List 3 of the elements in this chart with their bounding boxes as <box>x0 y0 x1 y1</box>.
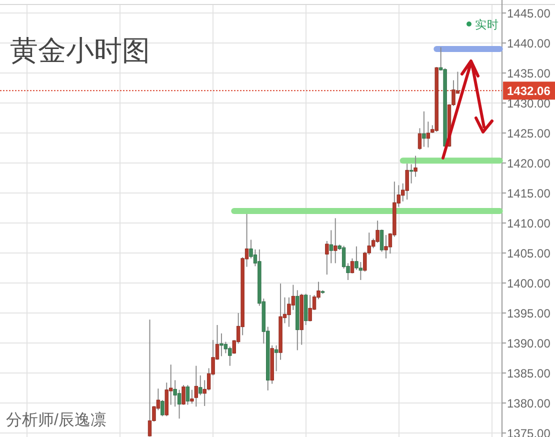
annotation: 实时 <box>475 20 499 32</box>
annotation: 分析师/辰逸凛 <box>6 412 106 429</box>
title: 黄金小时图 <box>10 35 150 66</box>
